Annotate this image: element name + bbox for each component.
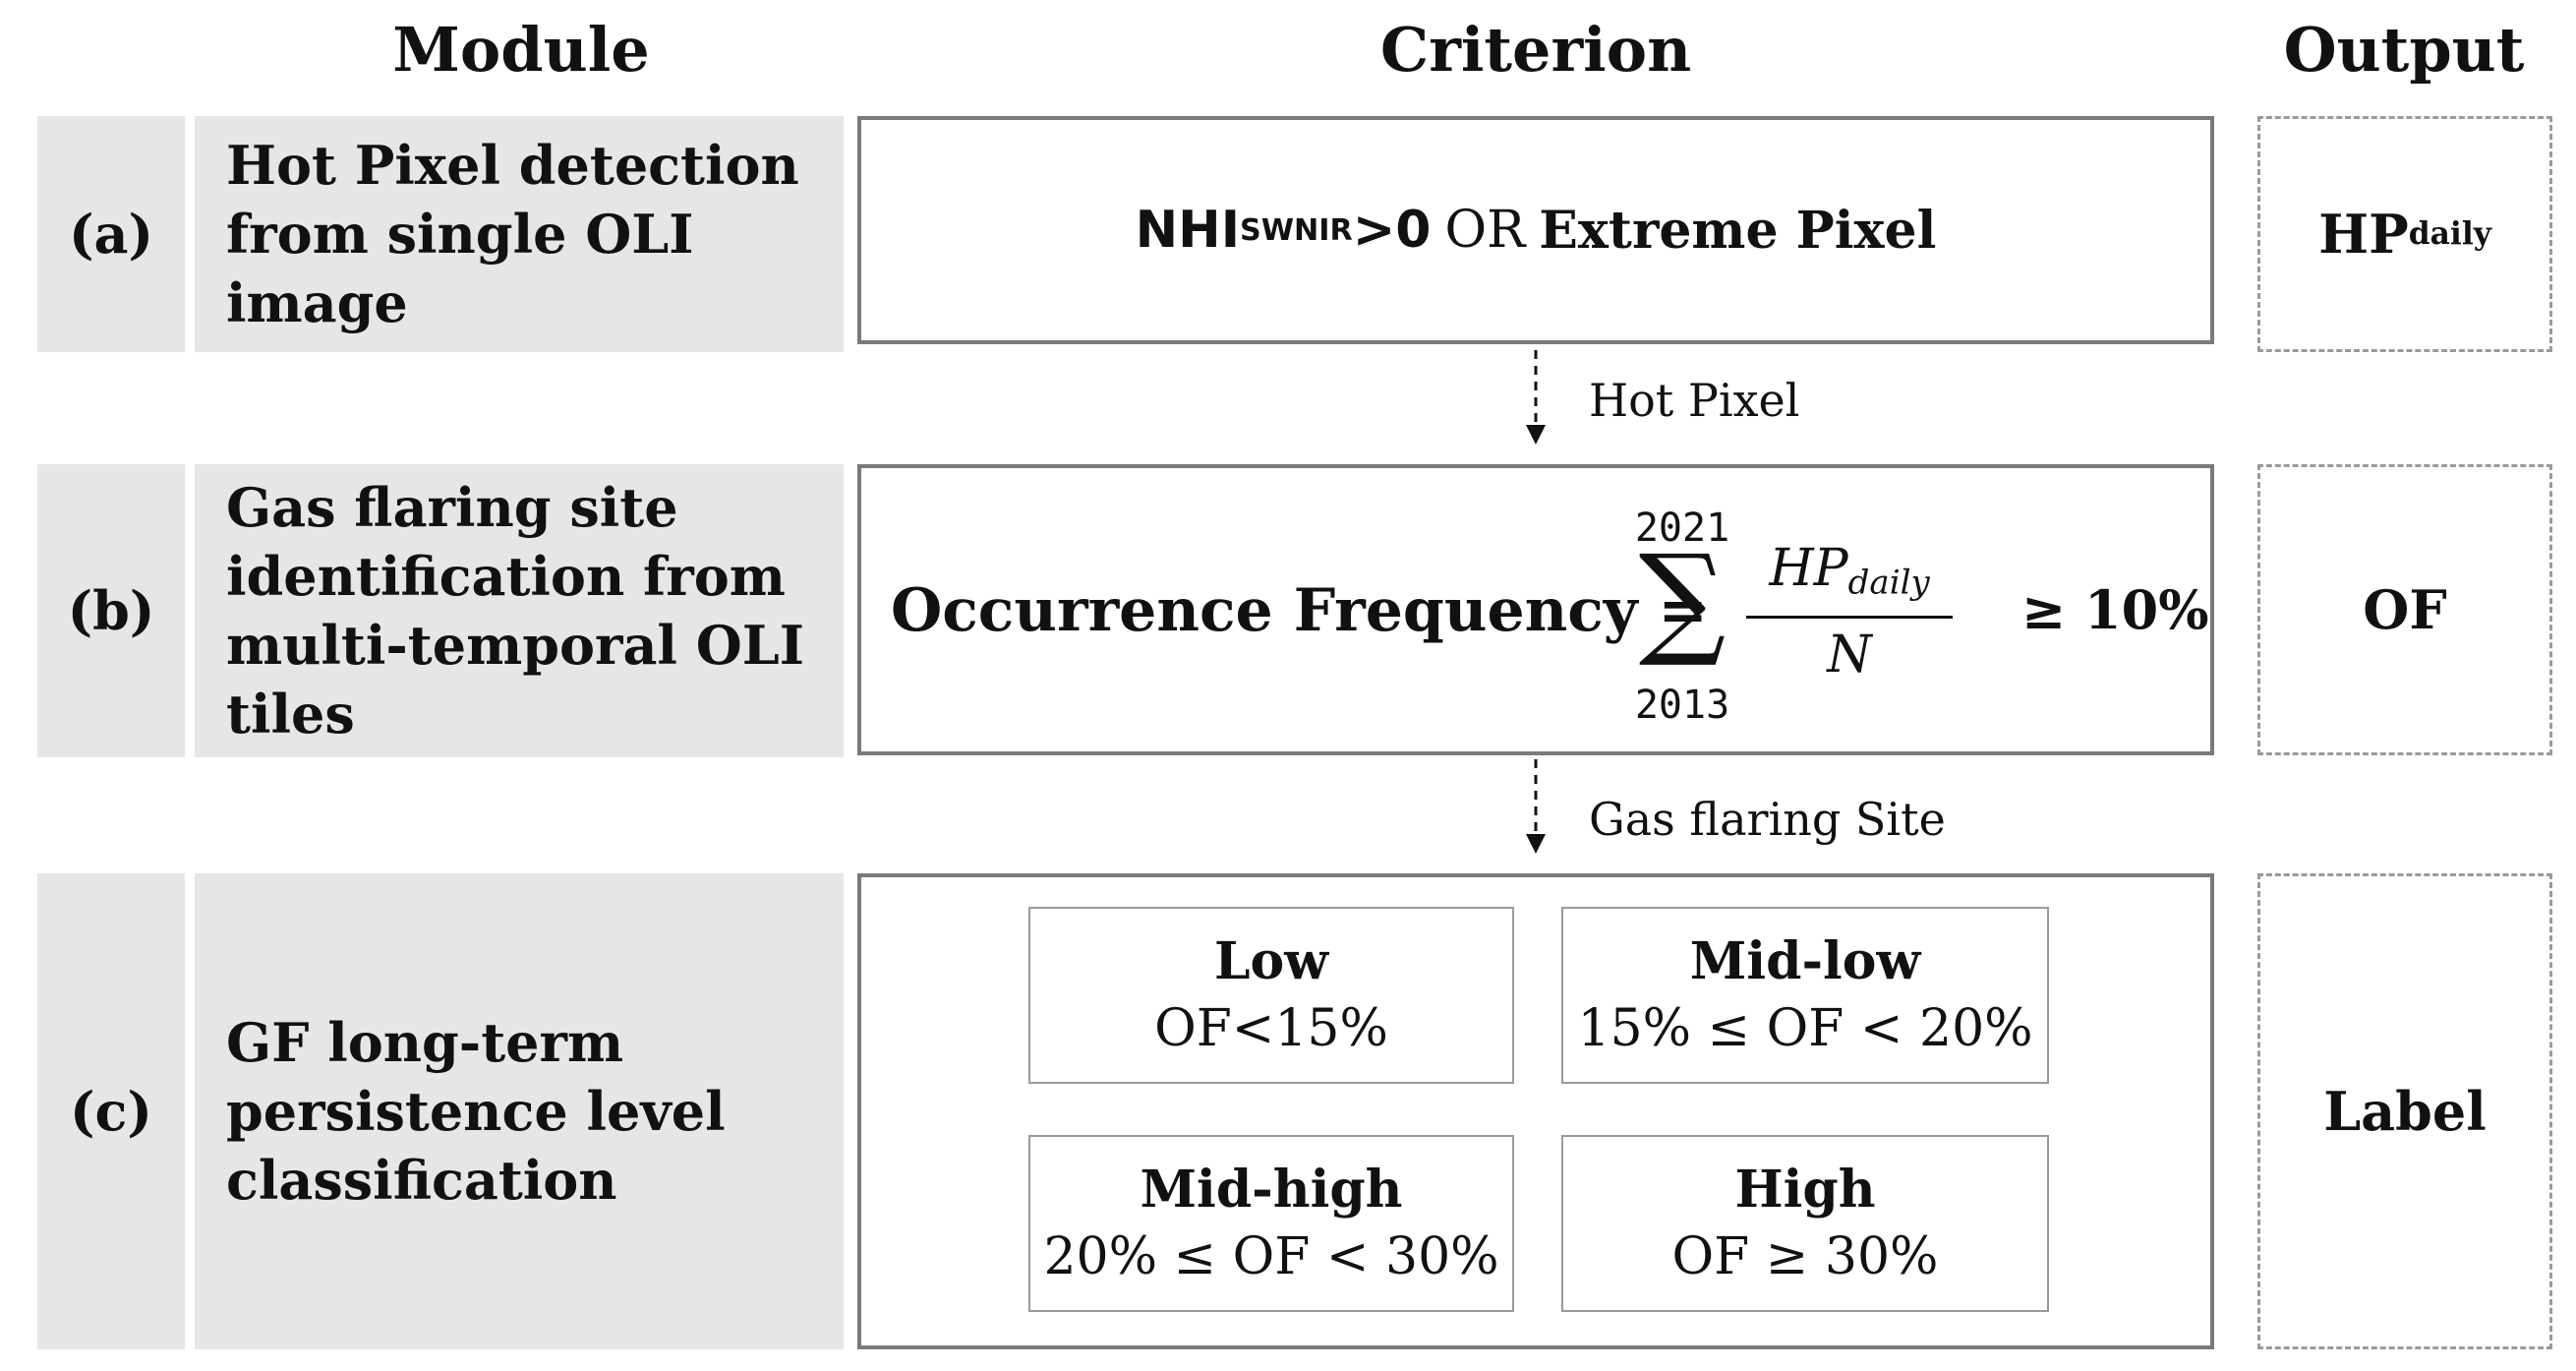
row-label-b: (b) [37,464,185,757]
level-rule: OF ≥ 30% [1671,1227,1939,1286]
output-box-a: HP daily [2257,116,2552,352]
flow-label-gas-flaring-site: Gas flaring Site [1589,793,1946,846]
formula-lhs: Occurrence Frequency = [891,576,1708,645]
output-hp-sub: daily [2408,216,2491,252]
numerator-sub-daily: daily [1847,563,1930,603]
flow-label-hot-pixel: Hot Pixel [1589,374,1800,427]
sum-lower-limit: 2013 [1634,683,1730,728]
output-box-c: Label [2257,873,2552,1349]
criterion-extreme-pixel: Extreme Pixel [1539,200,1937,261]
level-name: High [1734,1160,1876,1220]
row-label-a: (a) [37,116,185,352]
flow-arrow-2-head [1526,834,1546,854]
fraction-denominator: N [1827,626,1872,685]
module-text-b: Gas flaring site identification from mul… [195,464,844,757]
row-label-c: (c) [37,873,185,1349]
level-rule: 15% ≤ OF < 20% [1577,999,2033,1058]
level-rule: OF<15% [1154,999,1388,1058]
level-high: High OF ≥ 30% [1561,1135,2049,1312]
header-module: Module [392,14,650,86]
criterion-var-nhi: NHI [1135,201,1241,260]
module-text-c: GF long-term persistence level classific… [195,873,844,1349]
sum-symbol: ∑ [1638,529,1727,671]
header-output: Output [2283,14,2525,86]
criterion-op: OR [1444,201,1526,260]
output-hp: HP [2318,203,2409,266]
flow-arrow-1-head [1526,425,1546,445]
output-label: Label [2323,1080,2487,1143]
fraction-bar [1746,616,1953,619]
level-mid-low: Mid-low 15% ≤ OF < 20% [1561,907,2049,1084]
threshold: ≥ 10% [2021,578,2209,641]
level-name: Mid-low [1689,931,1921,991]
criterion-box-b: Occurrence Frequency = 2021 ∑ 2013 HPdai… [857,464,2214,755]
level-rule: 20% ≤ OF < 30% [1043,1227,1499,1286]
criterion-box-a: NHI SWNIR >0 OR Extreme Pixel [857,116,2214,344]
fraction-numerator: HPdaily [1736,539,1962,603]
output-of: OF [2363,578,2447,641]
criterion-sub-swnir: SWNIR [1240,212,1353,248]
header-criterion: Criterion [1379,14,1692,86]
module-text-a: Hot Pixel detection from single OLI imag… [195,116,844,352]
output-box-b: OF [2257,464,2552,755]
level-low: Low OF<15% [1028,907,1514,1084]
level-name: Mid-high [1140,1160,1403,1220]
level-mid-high: Mid-high 20% ≤ OF < 30% [1028,1135,1514,1312]
level-name: Low [1213,931,1328,991]
sum-upper-limit: 2021 [1634,506,1730,551]
numerator-hp: HP [1769,539,1848,598]
criterion-cmp: >0 [1352,201,1432,260]
